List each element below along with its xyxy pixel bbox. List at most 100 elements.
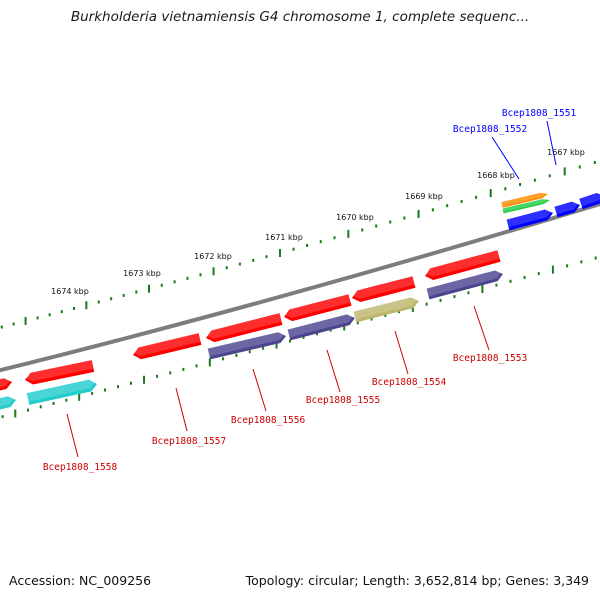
cds-red [0, 375, 12, 391]
ruler-tick [460, 200, 463, 204]
gene-leader-line [394, 330, 409, 375]
ruler-tick [60, 310, 63, 314]
ruler-tick [238, 262, 241, 266]
ruler-tick [389, 220, 392, 224]
ruler-tick [129, 381, 132, 385]
cog-cyan [0, 393, 16, 410]
ruler-tick [91, 391, 94, 395]
ruler-tick [329, 328, 332, 332]
ruler-tick [78, 392, 81, 401]
ruler-tick [509, 279, 512, 283]
ruler-tick [48, 313, 51, 317]
ruler-tick [431, 208, 434, 212]
ruler-tick [156, 374, 159, 378]
ruler-label: 1674 kbp [51, 287, 89, 296]
ruler-tick [475, 195, 478, 199]
ruler-tick [533, 178, 536, 182]
gene-label[interactable]: Bcep1808_1555 [306, 395, 380, 406]
ruler-tick [563, 167, 566, 176]
ruler-tick [73, 306, 76, 310]
ruler-tick [289, 339, 291, 343]
gene-label[interactable]: Bcep1808_1556 [231, 415, 306, 426]
cds-red [351, 272, 416, 303]
ruler-tick [537, 272, 540, 276]
cds-blue [578, 190, 600, 210]
ruler-tick [122, 293, 125, 297]
ruler-tick [65, 398, 68, 402]
ruler-tick [495, 283, 498, 287]
cds-red [424, 247, 501, 280]
ruler-ticks-outer [0, 161, 596, 329]
cog-cyan [26, 376, 98, 405]
ruler-tick [481, 284, 484, 293]
ruler-tick [143, 375, 146, 384]
cds-red [283, 290, 352, 322]
gene-label[interactable]: Bcep1808_1554 [372, 377, 447, 388]
cog-purple [207, 329, 286, 360]
accession-text: Accession: NC_009256 [9, 573, 152, 588]
gene-labels: Bcep1808_1551 Bcep1808_1552 Bcep1808_1553 B… [43, 108, 577, 473]
ruler-tick [403, 216, 406, 220]
ruler-label: 1671 kbp [265, 233, 303, 242]
cds-red [132, 329, 202, 360]
ruler-tick [578, 165, 581, 169]
gene-label[interactable]: Bcep1808_1558 [43, 462, 118, 473]
ruler-tick [302, 335, 305, 339]
ruler-tick [147, 284, 150, 293]
ruler-tick [384, 313, 387, 317]
ruler-tick [182, 367, 185, 371]
ruler-ticks-inner [1, 256, 597, 419]
ruler-tick [453, 295, 456, 299]
ruler-tick [425, 302, 428, 306]
ruler-label: 1672 kbp [194, 252, 232, 261]
ruler-label: 1669 kbp [405, 192, 443, 201]
ruler-tick [279, 249, 281, 257]
ruler-tick [333, 236, 336, 240]
ruler-tick [548, 174, 551, 178]
ruler-label: 1670 kbp [336, 213, 374, 222]
ruler-tick [262, 346, 265, 350]
ruler-tick [504, 187, 507, 191]
ruler-tick [199, 273, 202, 277]
gene-leader-line [546, 120, 557, 166]
ruler-label: 1673 kbp [123, 269, 161, 278]
ruler-tick [446, 204, 449, 208]
ruler-tick [566, 264, 569, 268]
ruler-tick [235, 353, 238, 357]
ruler-tick [39, 405, 42, 409]
ruler-tick [467, 291, 470, 295]
ruler-tick [24, 316, 27, 325]
cds-red [24, 356, 95, 385]
gene-label[interactable]: Bcep1808_1551 [502, 108, 577, 119]
ruler-tick [370, 317, 373, 321]
ruler-tick [439, 298, 442, 302]
ruler-tick [186, 276, 189, 280]
ruler-tick [160, 283, 163, 287]
ruler-tick [12, 322, 15, 326]
ruler-tick [85, 301, 88, 310]
ruler-tick [265, 255, 268, 259]
gene-label[interactable]: Bcep1808_1553 [453, 353, 527, 364]
gene-leader-line [252, 368, 267, 412]
cog-orange [500, 191, 548, 208]
ruler-tick [135, 290, 138, 294]
gene-leader-line [326, 349, 341, 393]
gene-label[interactable]: Bcep1808_1552 [453, 124, 527, 135]
gene-leader-line [66, 413, 79, 458]
ruler-tick [593, 161, 596, 165]
ruler-tick [97, 300, 100, 304]
ruler-tick [523, 275, 526, 279]
ruler-tick [361, 228, 364, 232]
ruler-tick [316, 332, 319, 336]
ruler-tick [248, 350, 251, 354]
ruler-tick [169, 371, 172, 375]
gene-leader-line [491, 136, 520, 180]
gene-label[interactable]: Bcep1808_1557 [152, 436, 226, 447]
chromosome-backbone [0, 201, 600, 373]
ruler-tick [52, 402, 55, 406]
ruler-tick [212, 267, 215, 276]
ruler-tick [551, 265, 554, 274]
ruler-tick [417, 209, 420, 218]
cog-purple [286, 311, 355, 341]
